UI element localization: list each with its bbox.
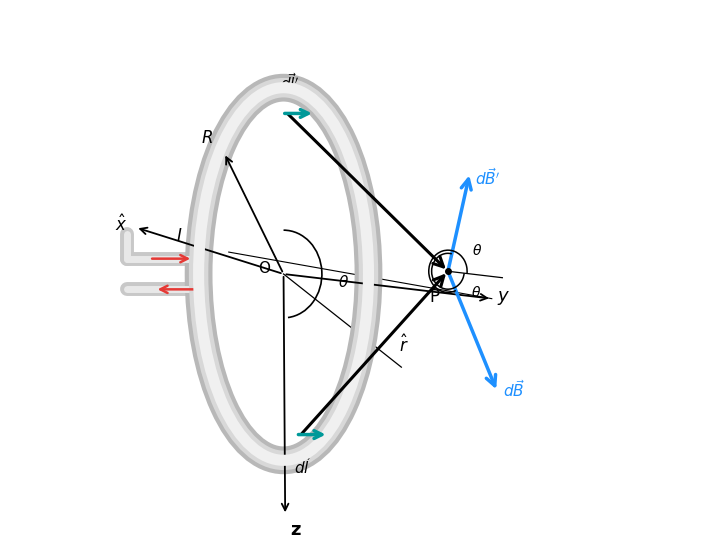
Text: $d\vec{B}'$: $d\vec{B}'$ <box>476 167 500 188</box>
Text: R: R <box>202 129 213 147</box>
Text: y: y <box>497 287 508 305</box>
Text: $\hat{r}$: $\hat{r}$ <box>399 334 409 356</box>
Text: $d\vec{l}'$: $d\vec{l}'$ <box>280 72 298 93</box>
Text: $d\vec{B}$: $d\vec{B}$ <box>502 379 525 400</box>
Text: I: I <box>177 227 182 245</box>
Text: $\theta$: $\theta$ <box>338 275 349 290</box>
Text: $\theta$: $\theta$ <box>472 243 482 258</box>
Text: P: P <box>430 288 440 306</box>
Text: $d\vec{l}$: $d\vec{l}$ <box>294 456 311 477</box>
Text: O: O <box>258 261 270 276</box>
Text: z: z <box>290 521 301 539</box>
Text: $\theta$: $\theta$ <box>471 286 481 300</box>
Text: $\hat{x}$: $\hat{x}$ <box>115 214 127 235</box>
